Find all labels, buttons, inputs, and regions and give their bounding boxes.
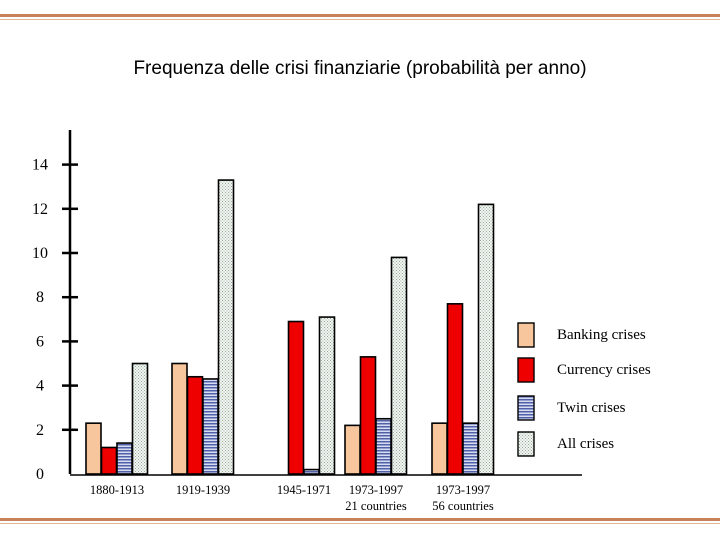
bar-banking-crises	[85, 422, 102, 475]
x-category-label: 1880-1913	[90, 483, 144, 497]
y-tick-label: 2	[36, 422, 44, 439]
y-tick-label: 10	[32, 245, 48, 262]
y-tick-label: 6	[36, 333, 44, 350]
bar-currency-crises	[287, 320, 305, 475]
legend-swatch	[517, 357, 535, 383]
bar-currency-crises	[100, 446, 118, 475]
legend-label: Currency crises	[557, 362, 651, 378]
x-category-label: 1973-1997	[436, 483, 490, 497]
bar-twin-crises	[375, 417, 392, 475]
y-tick-label: 0	[36, 466, 44, 483]
y-tick-label: 4	[36, 378, 44, 395]
bar-twin-crises	[303, 468, 320, 475]
legend-swatch	[517, 431, 535, 457]
bar-currency-crises	[359, 356, 377, 475]
y-tick-label: 12	[32, 201, 48, 218]
bar-banking-crises	[431, 422, 448, 475]
bar-all-crises	[131, 362, 149, 475]
bar-currency-crises	[446, 303, 464, 475]
legend-swatch	[517, 395, 535, 421]
bottom-rule-thin	[0, 523, 720, 524]
y-tick-label: 8	[36, 289, 44, 306]
legend-label: Banking crises	[557, 327, 646, 343]
bar-all-crises	[217, 179, 235, 475]
legend-label: All crises	[557, 436, 614, 452]
legend-swatch	[517, 322, 535, 348]
bottom-rule	[0, 518, 720, 521]
x-category-label: 1945-1971	[277, 483, 331, 497]
top-rule-thin	[0, 19, 720, 20]
bar-all-crises	[318, 316, 336, 475]
x-category-label: 1973-1997	[349, 483, 403, 497]
bar-twin-crises	[116, 442, 133, 475]
bar-all-crises	[477, 203, 495, 475]
x-category-label: 1919-1939	[176, 483, 230, 497]
top-rule	[0, 14, 720, 17]
x-category-sublabel: 56 countries	[432, 499, 494, 513]
bar-currency-crises	[186, 375, 204, 475]
bar-banking-crises	[171, 362, 188, 475]
bar-twin-crises	[202, 378, 219, 475]
bar-all-crises	[390, 256, 408, 475]
bar-banking-crises	[344, 424, 361, 475]
x-category-sublabel: 21 countries	[345, 499, 407, 513]
bar-twin-crises	[462, 422, 479, 475]
legend-label: Twin crises	[557, 400, 626, 416]
chart-title: Frequenza delle crisi finanziarie (proba…	[133, 58, 587, 79]
y-tick-label: 14	[32, 157, 48, 174]
